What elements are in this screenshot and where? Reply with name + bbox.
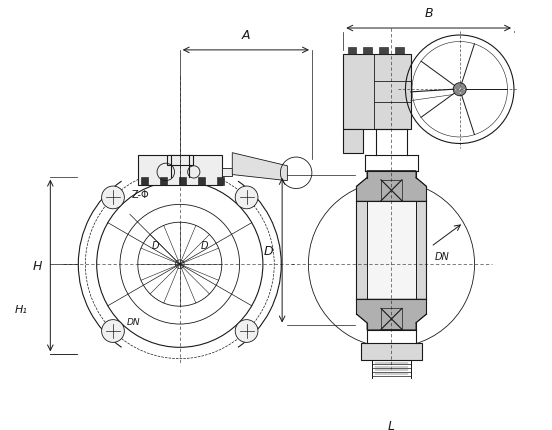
Bar <box>363 48 372 55</box>
Bar <box>395 48 404 55</box>
Bar <box>167 156 193 166</box>
Bar <box>361 343 422 361</box>
Bar <box>343 55 411 129</box>
Text: DN: DN <box>435 252 450 261</box>
Bar <box>179 177 186 186</box>
Bar <box>381 180 402 201</box>
Text: L: L <box>388 419 395 430</box>
Bar <box>222 168 232 177</box>
Circle shape <box>102 187 124 209</box>
Text: H: H <box>32 259 41 272</box>
Circle shape <box>453 83 466 97</box>
Circle shape <box>102 320 124 343</box>
Bar <box>141 177 148 186</box>
Bar <box>357 202 427 300</box>
Text: A: A <box>242 29 250 42</box>
Polygon shape <box>357 171 427 202</box>
Bar <box>216 177 224 186</box>
Bar <box>138 156 222 186</box>
Circle shape <box>235 187 258 209</box>
Bar <box>368 380 415 387</box>
Circle shape <box>235 320 258 343</box>
Circle shape <box>176 260 184 269</box>
Bar <box>160 177 167 186</box>
Text: H₁: H₁ <box>15 304 28 314</box>
Polygon shape <box>232 154 288 181</box>
Text: DN: DN <box>127 317 140 326</box>
Bar <box>343 129 363 154</box>
Bar <box>379 48 388 55</box>
Text: D: D <box>200 240 208 250</box>
Bar <box>367 202 416 300</box>
Bar <box>381 309 402 330</box>
Text: D: D <box>264 244 273 257</box>
Text: Z-Φ: Z-Φ <box>132 190 149 200</box>
Bar <box>348 48 357 55</box>
Polygon shape <box>357 300 427 330</box>
Bar <box>198 177 205 186</box>
Text: B: B <box>424 7 433 20</box>
Text: D: D <box>152 240 159 250</box>
